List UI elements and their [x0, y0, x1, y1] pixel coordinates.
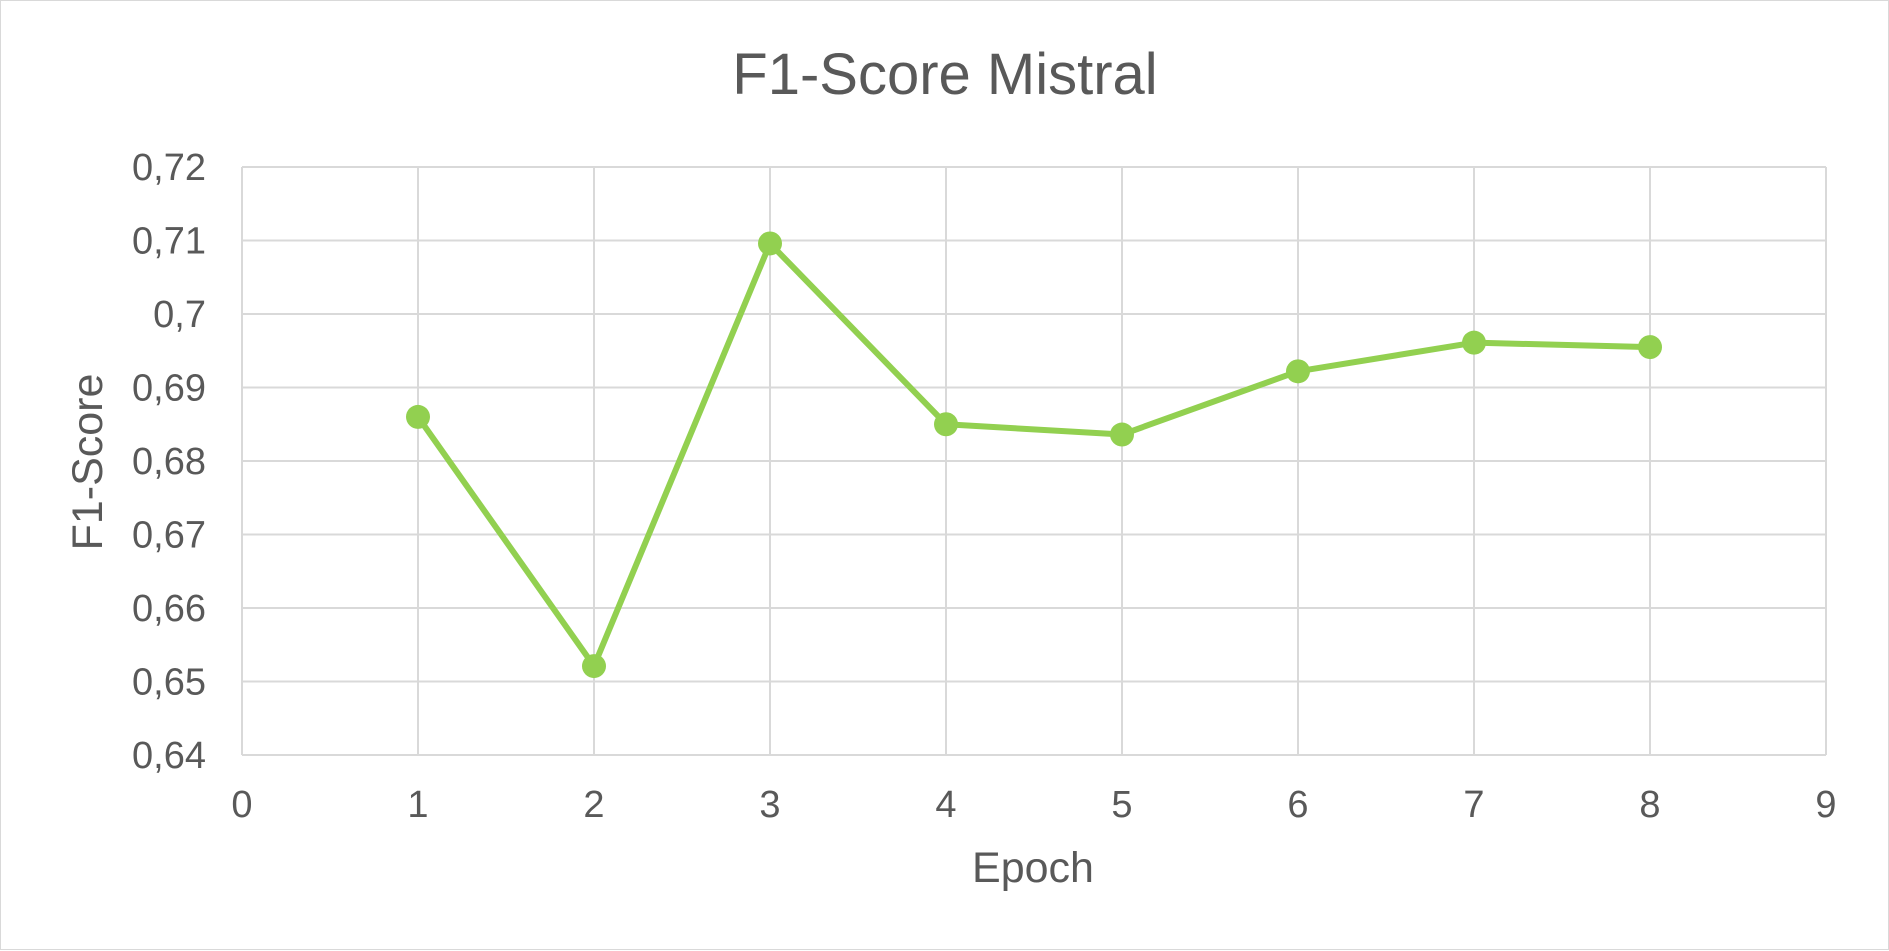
y-tick-label: 0,71	[132, 221, 206, 263]
y-tick-label: 0,65	[132, 662, 206, 704]
x-tick-label: 8	[1639, 784, 1660, 826]
data-point	[582, 654, 606, 679]
series-line	[415, 240, 1653, 670]
y-tick-label: 0,67	[132, 515, 206, 557]
data-point	[1462, 330, 1486, 355]
x-axis-ticks: 0 1 2 3 4 5 6 7 8 9	[231, 784, 1836, 826]
x-tick-label: 1	[407, 784, 428, 826]
y-tick-label: 0,64	[132, 735, 206, 777]
data-point	[934, 412, 958, 437]
x-tick-label: 4	[935, 784, 956, 826]
data-point	[1110, 422, 1134, 447]
x-tick-label: 9	[1815, 784, 1836, 826]
x-tick-label: 3	[759, 784, 780, 826]
series	[406, 231, 1662, 679]
data-point	[1286, 359, 1310, 384]
data-point	[406, 404, 430, 429]
y-tick-label: 0,7	[153, 294, 206, 336]
x-tick-label: 2	[583, 784, 604, 826]
y-tick-label: 0,72	[132, 147, 206, 189]
data-point	[758, 231, 782, 256]
grid	[241, 166, 1827, 756]
x-axis-title: Epoch	[972, 844, 1094, 892]
x-tick-label: 6	[1287, 784, 1308, 826]
y-tick-label: 0,68	[132, 441, 206, 483]
chart-title: F1-Score Mistral	[732, 42, 1157, 107]
y-tick-label: 0,66	[132, 588, 206, 630]
x-tick-label: 7	[1463, 784, 1484, 826]
data-point	[1638, 335, 1662, 360]
y-axis-ticks: 0,64 0,65 0,66 0,67 0,68 0,69 0,7 0,71 0,72	[132, 147, 206, 777]
y-axis-title: F1-Score	[64, 374, 112, 551]
x-tick-label: 0	[231, 784, 252, 826]
y-tick-label: 0,69	[132, 368, 206, 410]
x-tick-label: 5	[1111, 784, 1132, 826]
